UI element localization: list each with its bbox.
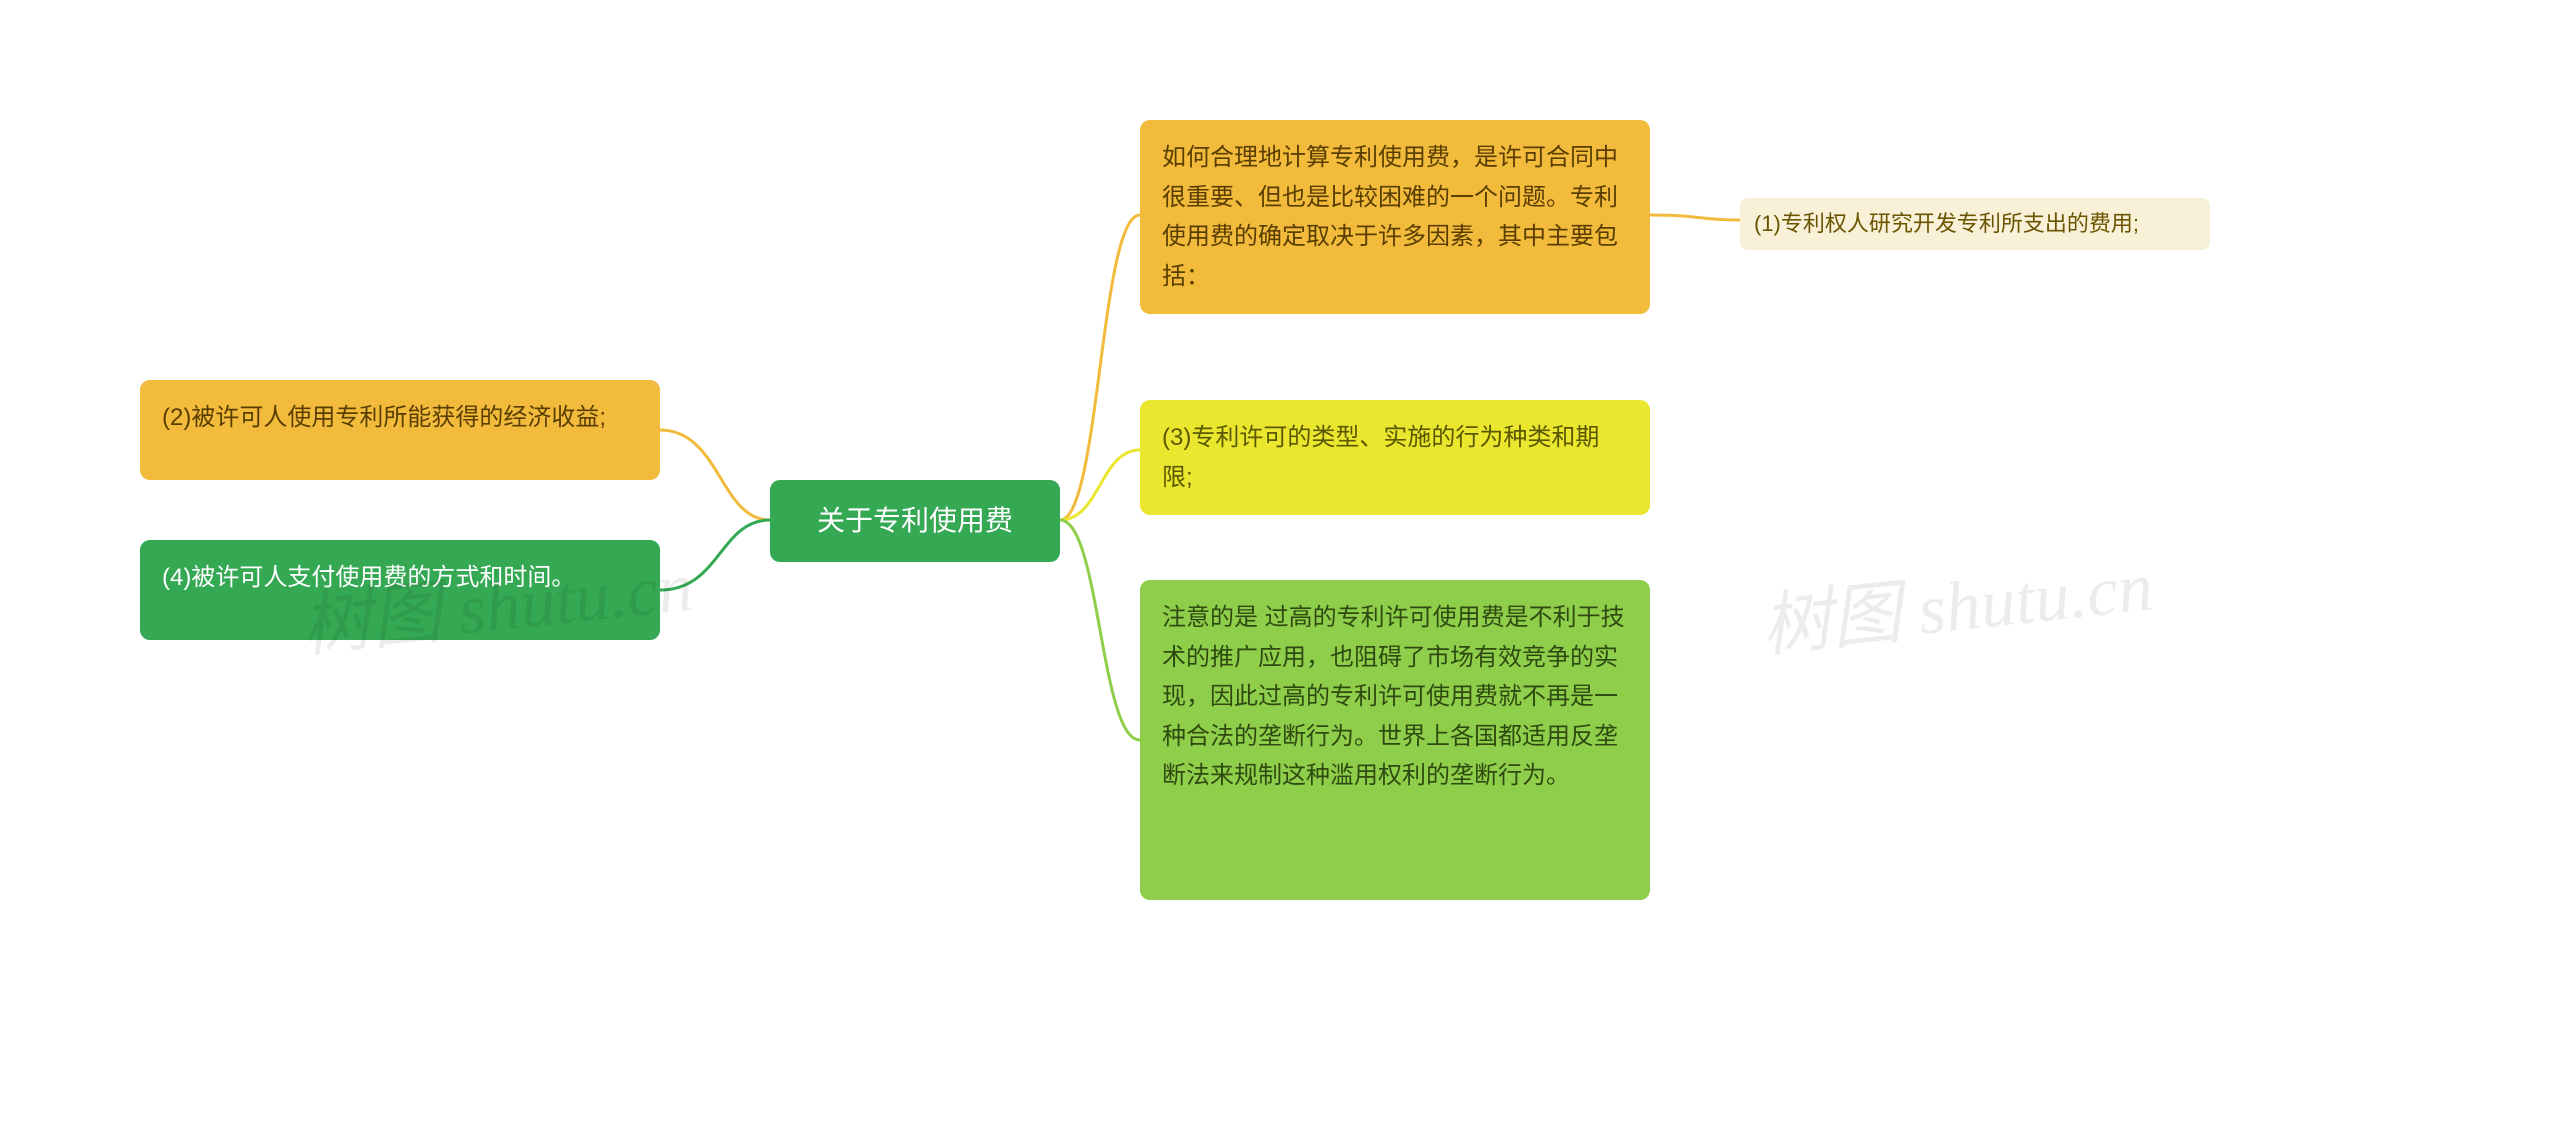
right-node-3-text: 注意的是 过高的专利许可使用费是不利于技术的推广应用，也阻碍了市场有效竞争的实现… xyxy=(1162,604,1625,789)
watermark-2: 树图 shutu.cn xyxy=(1756,530,2157,672)
watermark-2-text: 树图 shutu.cn xyxy=(1758,549,2157,667)
left-node-2-text: (4)被许可人支付使用费的方式和时间。 xyxy=(162,564,575,591)
center-node[interactable]: 关于专利使用费 xyxy=(770,480,1060,562)
right-node-2[interactable]: (3)专利许可的类型、实施的行为种类和期限; xyxy=(1140,400,1650,515)
right-node-1[interactable]: 如何合理地计算专利使用费，是许可合同中很重要、但也是比较困难的一个问题。专利使用… xyxy=(1140,120,1650,314)
right-node-1-sub[interactable]: (1)专利权人研究开发专利所支出的费用; xyxy=(1740,198,2210,250)
center-node-label: 关于专利使用费 xyxy=(817,498,1013,544)
left-node-2[interactable]: (4)被许可人支付使用费的方式和时间。 xyxy=(140,540,660,640)
right-node-2-text: (3)专利许可的类型、实施的行为种类和期限; xyxy=(1162,424,1599,491)
right-node-1-text: 如何合理地计算专利使用费，是许可合同中很重要、但也是比较困难的一个问题。专利使用… xyxy=(1162,144,1618,290)
left-node-1[interactable]: (2)被许可人使用专利所能获得的经济收益; xyxy=(140,380,660,480)
left-node-1-text: (2)被许可人使用专利所能获得的经济收益; xyxy=(162,404,606,431)
right-node-1-sub-text: (1)专利权人研究开发专利所支出的费用; xyxy=(1754,211,2139,236)
right-node-3[interactable]: 注意的是 过高的专利许可使用费是不利于技术的推广应用，也阻碍了市场有效竞争的实现… xyxy=(1140,580,1650,900)
